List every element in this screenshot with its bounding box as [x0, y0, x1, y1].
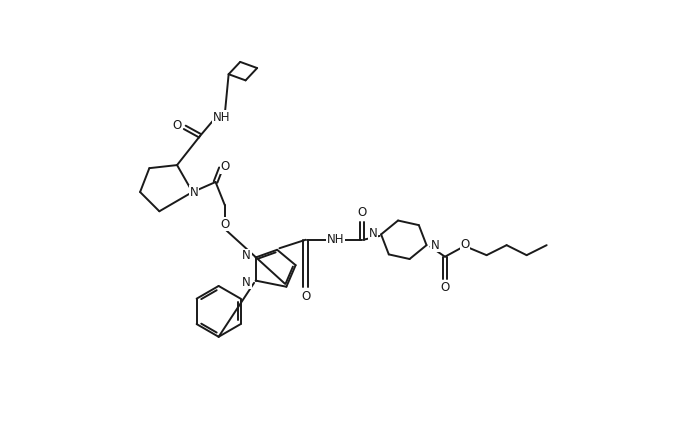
Text: NH: NH	[327, 233, 344, 246]
Text: O: O	[220, 160, 229, 173]
Text: N: N	[431, 239, 439, 252]
Text: O: O	[172, 119, 182, 132]
Text: O: O	[460, 238, 470, 251]
Text: N: N	[242, 250, 251, 262]
Text: O: O	[440, 281, 450, 294]
Text: NH: NH	[213, 111, 231, 124]
Text: O: O	[357, 206, 366, 219]
Text: N: N	[242, 276, 251, 289]
Text: N: N	[368, 227, 377, 240]
Text: O: O	[301, 290, 310, 303]
Text: O: O	[220, 218, 229, 231]
Text: N: N	[189, 186, 198, 199]
